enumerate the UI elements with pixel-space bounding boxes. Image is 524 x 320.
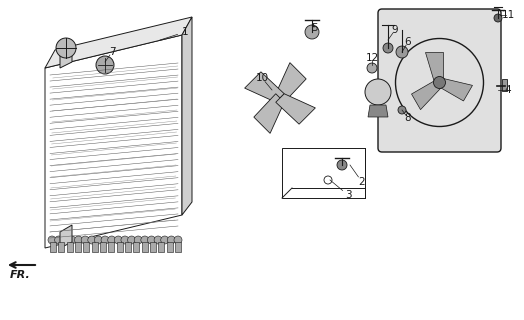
Polygon shape bbox=[368, 105, 388, 117]
Polygon shape bbox=[276, 63, 306, 102]
Bar bbox=[125, 242, 131, 252]
Circle shape bbox=[108, 236, 116, 244]
Circle shape bbox=[127, 236, 136, 244]
Bar bbox=[167, 242, 173, 252]
Polygon shape bbox=[45, 17, 192, 68]
Text: 7: 7 bbox=[108, 47, 115, 57]
Bar bbox=[108, 242, 114, 252]
Circle shape bbox=[121, 236, 129, 244]
Text: 12: 12 bbox=[365, 53, 379, 63]
Circle shape bbox=[383, 43, 393, 53]
Circle shape bbox=[174, 236, 182, 244]
Circle shape bbox=[398, 106, 406, 114]
Text: 2: 2 bbox=[359, 177, 365, 187]
Circle shape bbox=[68, 236, 76, 244]
Text: FR.: FR. bbox=[10, 270, 31, 280]
FancyBboxPatch shape bbox=[378, 9, 501, 152]
Text: 5: 5 bbox=[312, 23, 318, 33]
Bar bbox=[117, 242, 123, 252]
Bar bbox=[67, 242, 73, 252]
Circle shape bbox=[88, 236, 96, 244]
Bar bbox=[150, 242, 156, 252]
Text: 10: 10 bbox=[255, 73, 269, 83]
Polygon shape bbox=[60, 48, 72, 68]
Circle shape bbox=[101, 236, 109, 244]
Circle shape bbox=[305, 25, 319, 39]
Text: 1: 1 bbox=[182, 27, 188, 37]
Polygon shape bbox=[425, 52, 443, 83]
Circle shape bbox=[94, 236, 102, 244]
Circle shape bbox=[147, 236, 156, 244]
Circle shape bbox=[337, 160, 347, 170]
Circle shape bbox=[61, 236, 69, 244]
Text: 4: 4 bbox=[505, 85, 511, 95]
Bar bbox=[100, 242, 106, 252]
Bar bbox=[141, 242, 148, 252]
Bar bbox=[92, 242, 97, 252]
Text: 3: 3 bbox=[345, 190, 351, 200]
Bar bbox=[75, 242, 81, 252]
Circle shape bbox=[48, 236, 56, 244]
Circle shape bbox=[167, 236, 176, 244]
Circle shape bbox=[273, 91, 287, 105]
Polygon shape bbox=[438, 78, 473, 101]
Bar bbox=[133, 242, 139, 252]
Circle shape bbox=[141, 236, 149, 244]
Circle shape bbox=[56, 38, 76, 58]
Circle shape bbox=[161, 236, 169, 244]
Circle shape bbox=[365, 79, 391, 105]
Circle shape bbox=[367, 63, 377, 73]
Circle shape bbox=[396, 46, 408, 58]
Polygon shape bbox=[182, 17, 192, 215]
Circle shape bbox=[433, 76, 445, 89]
Circle shape bbox=[54, 236, 63, 244]
Circle shape bbox=[74, 236, 82, 244]
Polygon shape bbox=[254, 94, 284, 133]
Circle shape bbox=[81, 236, 89, 244]
Text: 6: 6 bbox=[405, 37, 411, 47]
Polygon shape bbox=[411, 79, 442, 110]
Bar bbox=[502, 78, 507, 91]
Circle shape bbox=[494, 14, 502, 22]
Text: 8: 8 bbox=[405, 113, 411, 123]
Circle shape bbox=[154, 236, 162, 244]
Text: 9: 9 bbox=[391, 25, 398, 35]
Polygon shape bbox=[245, 72, 284, 102]
Text: 11: 11 bbox=[501, 10, 515, 20]
Polygon shape bbox=[276, 94, 315, 124]
Bar bbox=[158, 242, 165, 252]
Bar bbox=[175, 242, 181, 252]
Bar bbox=[50, 242, 56, 252]
Circle shape bbox=[96, 56, 114, 74]
Polygon shape bbox=[60, 225, 72, 248]
Bar bbox=[58, 242, 64, 252]
Circle shape bbox=[114, 236, 122, 244]
Bar bbox=[83, 242, 89, 252]
Circle shape bbox=[134, 236, 142, 244]
